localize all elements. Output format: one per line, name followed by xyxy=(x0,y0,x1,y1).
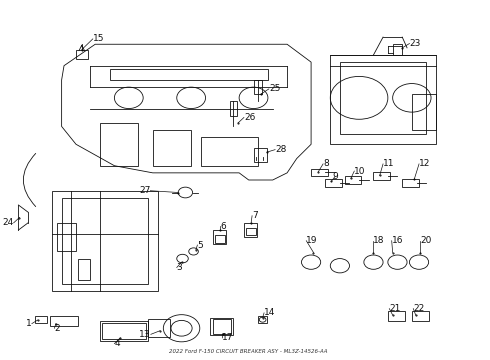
Text: 24: 24 xyxy=(2,219,14,228)
Bar xyxy=(229,102,237,116)
Bar xyxy=(244,223,257,237)
Bar xyxy=(402,179,419,187)
Bar xyxy=(215,235,225,243)
Text: 20: 20 xyxy=(420,236,432,245)
Bar xyxy=(412,311,429,321)
Bar xyxy=(78,258,90,280)
Bar xyxy=(57,223,76,251)
Bar xyxy=(412,94,436,130)
Bar xyxy=(254,80,262,94)
Text: 17: 17 xyxy=(222,333,234,342)
Text: 5: 5 xyxy=(197,240,203,249)
Text: 2: 2 xyxy=(54,324,60,333)
Bar xyxy=(148,319,170,337)
Bar xyxy=(100,123,138,166)
Text: 22: 22 xyxy=(413,304,424,313)
Bar xyxy=(311,168,328,176)
Text: 11: 11 xyxy=(383,159,394,168)
Bar xyxy=(102,323,146,339)
Bar xyxy=(388,311,405,321)
Bar xyxy=(49,316,78,327)
Bar xyxy=(201,137,258,166)
Bar xyxy=(344,176,362,184)
Text: 21: 21 xyxy=(389,304,401,313)
Text: 8: 8 xyxy=(323,159,329,168)
Bar xyxy=(210,318,233,336)
Text: 26: 26 xyxy=(244,113,255,122)
Text: 19: 19 xyxy=(306,236,318,245)
Bar xyxy=(213,319,231,334)
Text: 6: 6 xyxy=(220,222,226,231)
Text: 9: 9 xyxy=(332,172,338,181)
Text: 10: 10 xyxy=(354,167,366,176)
Text: 7: 7 xyxy=(252,211,258,220)
Bar xyxy=(340,62,426,134)
Text: 28: 28 xyxy=(275,145,287,154)
Bar xyxy=(153,130,191,166)
Text: 1: 1 xyxy=(26,319,32,328)
Bar xyxy=(100,321,148,341)
Bar xyxy=(213,230,226,244)
Text: 27: 27 xyxy=(139,186,150,195)
Bar xyxy=(373,172,390,180)
Text: 14: 14 xyxy=(264,309,275,318)
Bar xyxy=(76,50,88,59)
Bar xyxy=(35,316,47,323)
Bar xyxy=(52,191,158,291)
Text: 13: 13 xyxy=(139,330,151,339)
Bar xyxy=(110,69,268,80)
Bar xyxy=(253,148,267,162)
Bar xyxy=(258,316,267,323)
Text: 12: 12 xyxy=(419,159,430,168)
Text: 4: 4 xyxy=(114,339,120,348)
Text: 15: 15 xyxy=(93,35,104,44)
Bar xyxy=(330,55,436,144)
Text: 25: 25 xyxy=(269,84,280,93)
Text: 3: 3 xyxy=(177,263,182,272)
Bar xyxy=(62,198,148,284)
Bar xyxy=(246,228,256,235)
Text: 2022 Ford F-150 CIRCUIT BREAKER ASY - ML3Z-14526-AA: 2022 Ford F-150 CIRCUIT BREAKER ASY - ML… xyxy=(170,349,328,354)
Text: 16: 16 xyxy=(392,236,403,245)
Text: 23: 23 xyxy=(410,39,421,48)
Bar xyxy=(392,44,402,55)
Text: 18: 18 xyxy=(372,236,384,245)
Bar xyxy=(325,179,343,187)
